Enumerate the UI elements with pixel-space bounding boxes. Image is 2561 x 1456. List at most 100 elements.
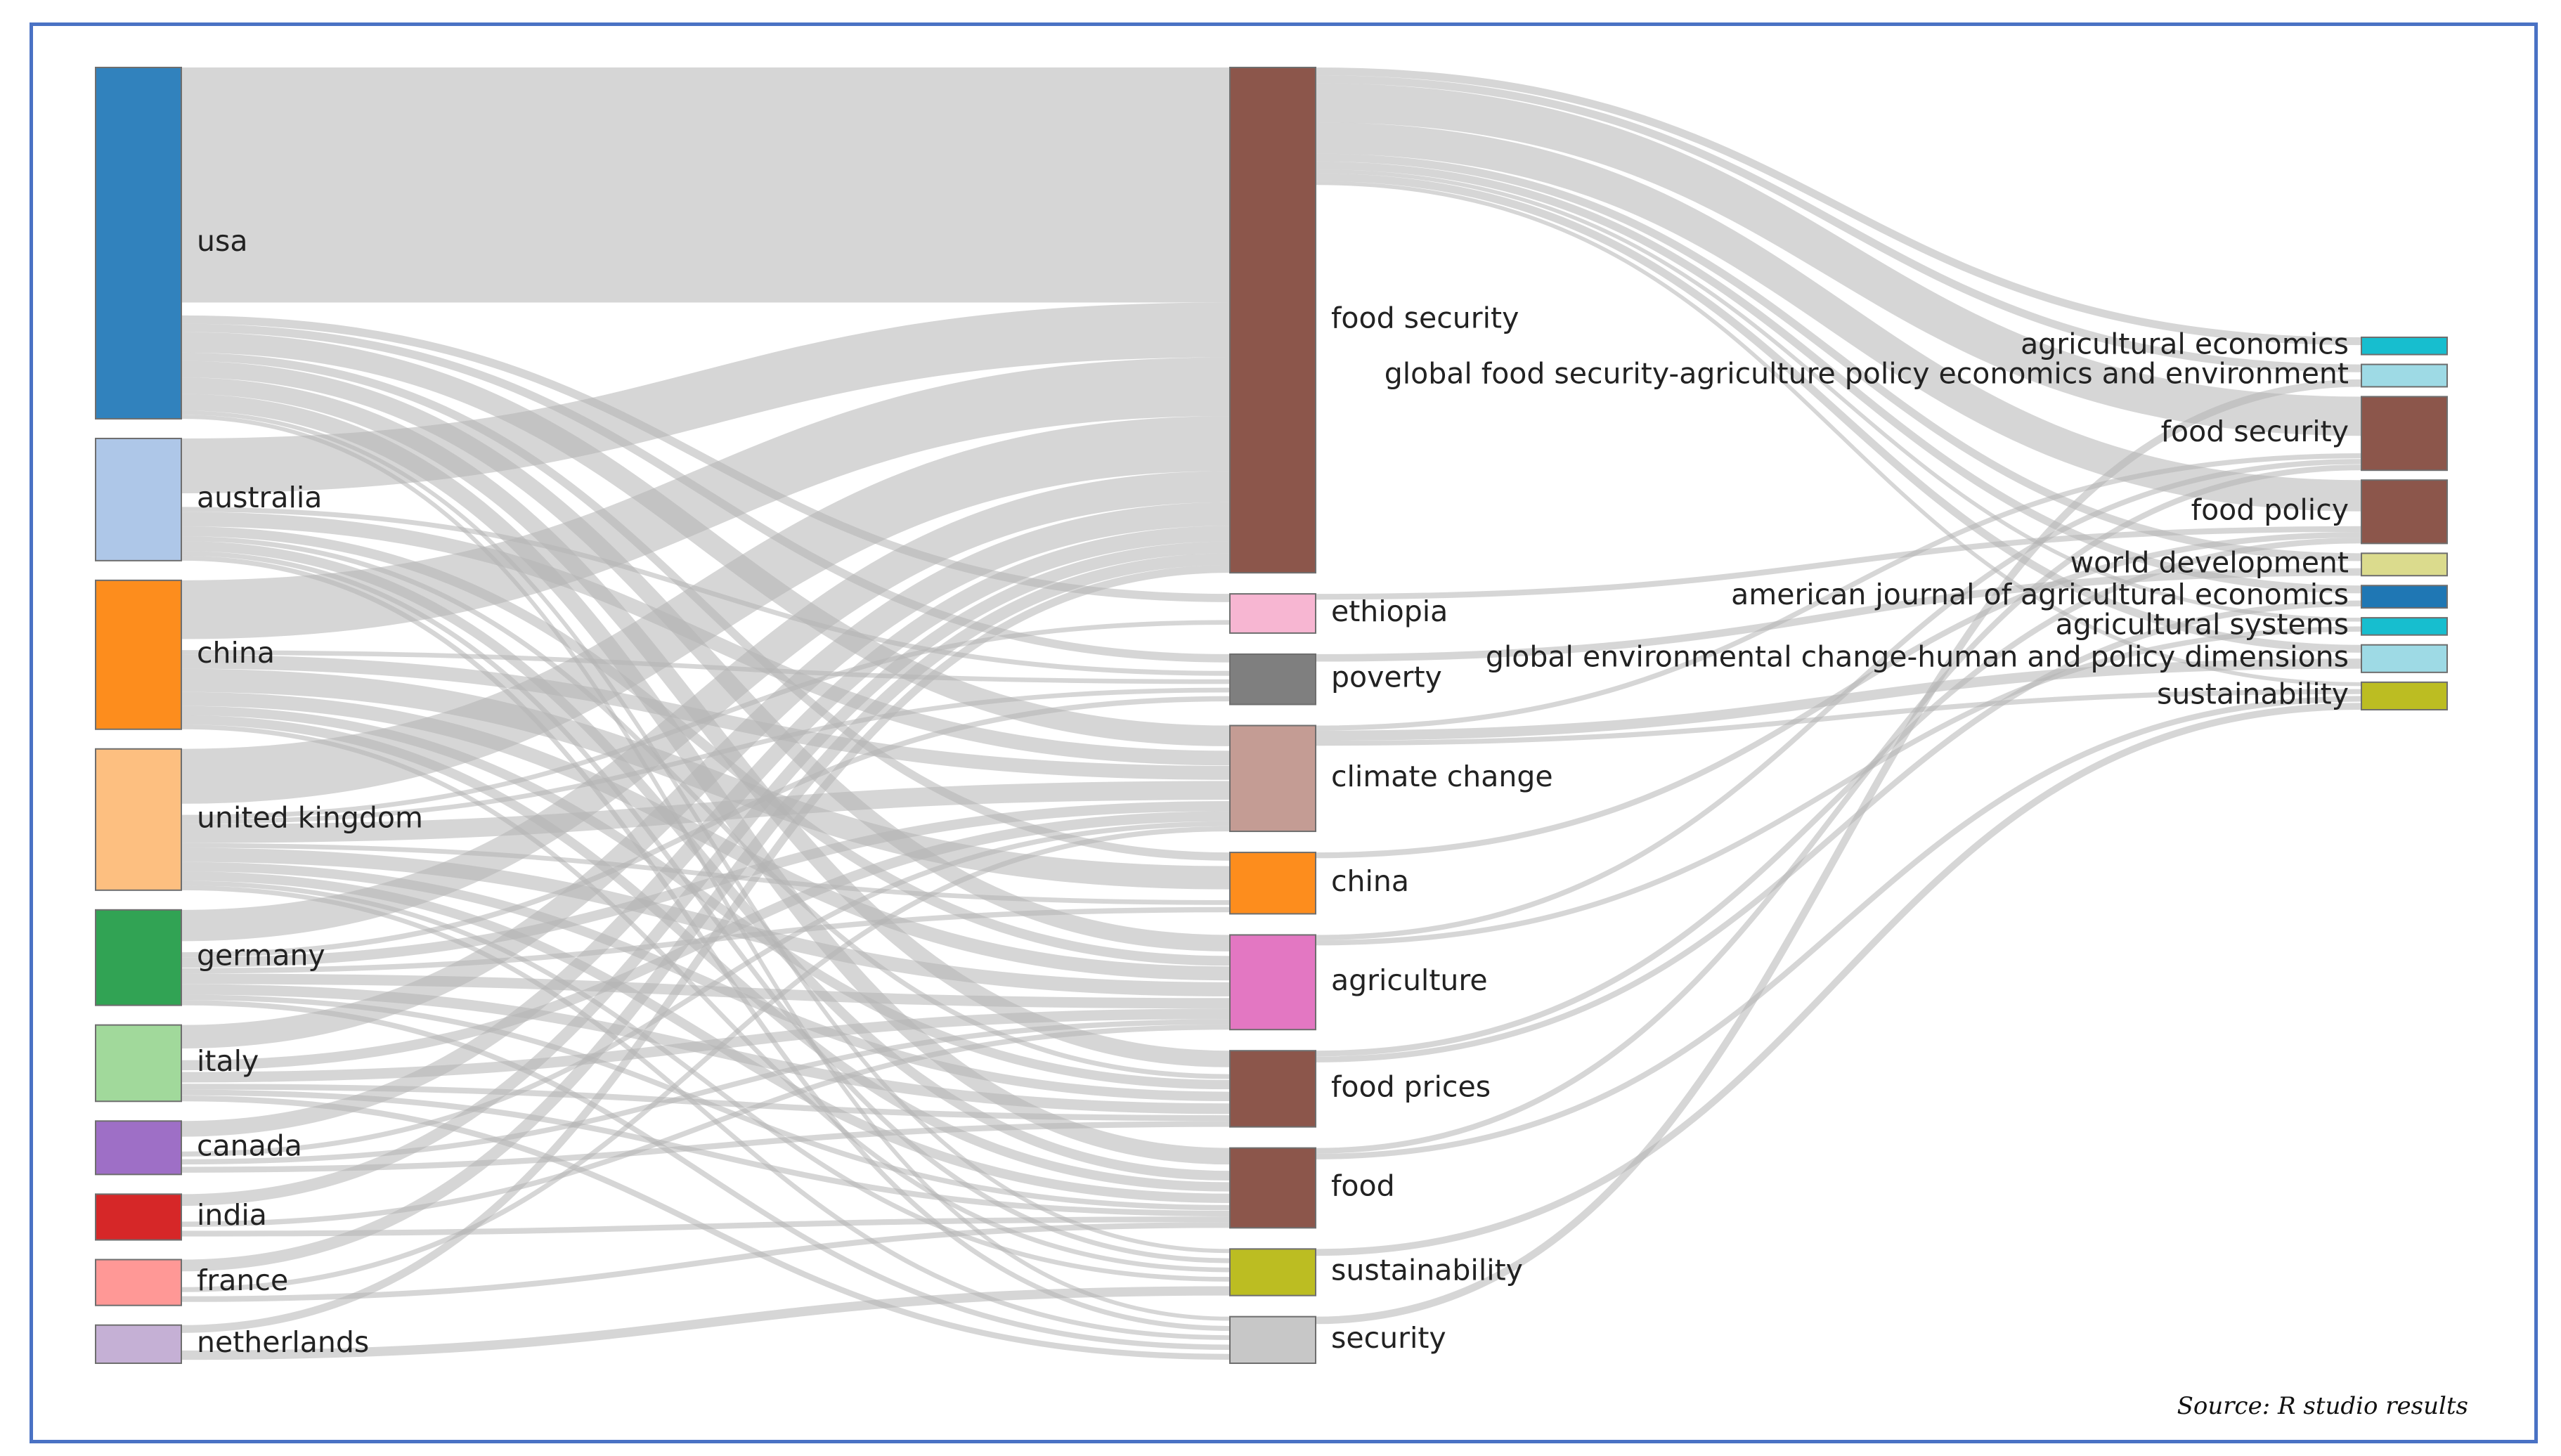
node-journals-gfs_agri xyxy=(2361,363,2448,388)
node-label-keywords-ethiopia: ethiopia xyxy=(1331,594,1448,628)
node-countries-australia xyxy=(95,437,182,561)
flow-food_prices-to-food_policy xyxy=(1315,538,2362,1057)
node-countries-italy xyxy=(95,1024,182,1103)
node-label-keywords-agriculture: agriculture xyxy=(1331,963,1488,997)
flow-italy-to-food_security_k xyxy=(181,502,1231,1049)
node-label-keywords-security: security xyxy=(1331,1321,1446,1355)
node-keywords-sustainability_k xyxy=(1229,1248,1316,1296)
node-journals-agri_econ xyxy=(2361,337,2448,356)
flow-climate_change-to-food_security_j xyxy=(1315,453,2362,731)
flow-food_prices-to-ajae xyxy=(1315,600,2362,1062)
node-countries-netherlands xyxy=(95,1324,182,1364)
flow-canada-to-food_security_k xyxy=(181,526,1231,1137)
node-keywords-china_k xyxy=(1229,852,1316,915)
node-label-countries-india: india xyxy=(197,1198,267,1232)
flow-france-to-food xyxy=(181,1222,1231,1302)
node-keywords-food_security_k xyxy=(1229,67,1316,574)
node-journals-food_policy xyxy=(2361,479,2448,545)
node-keywords-food xyxy=(1229,1147,1316,1229)
node-journals-world_dev xyxy=(2361,552,2448,577)
node-label-keywords-food_prices: food prices xyxy=(1331,1070,1491,1103)
flow-china_c-to-poverty xyxy=(181,650,1231,684)
node-label-keywords-poverty: poverty xyxy=(1331,661,1442,694)
node-label-countries-france: france xyxy=(197,1263,288,1297)
node-journals-ajae xyxy=(2361,585,2448,609)
node-countries-india xyxy=(95,1193,182,1241)
node-countries-uk xyxy=(95,748,182,891)
flow-ethiopia-to-food_policy xyxy=(1315,526,2362,600)
node-countries-germany xyxy=(95,909,182,1006)
flow-uk-to-food_prices xyxy=(181,862,1231,1102)
node-label-countries-canada: canada xyxy=(197,1129,302,1162)
flow-food_security_k-to-agri_econ xyxy=(1315,67,2362,346)
flow-agriculture-to-food_security_j xyxy=(1315,459,2362,940)
flow-usa-to-climate_change xyxy=(181,332,1231,746)
flow-netherlands-to-sustainability_k xyxy=(181,1286,1231,1360)
node-label-countries-usa: usa xyxy=(197,224,247,258)
node-label-countries-germany: germany xyxy=(197,939,325,973)
source-note: Source: R studio results xyxy=(2177,1392,2468,1420)
node-journals-gec xyxy=(2361,644,2448,673)
node-keywords-climate_change xyxy=(1229,724,1316,833)
node-label-journals-gfs_agri: global food security-agriculture policy … xyxy=(1385,357,2349,391)
flow-canada-to-climate_change xyxy=(181,821,1231,1157)
flow-food_security_k-to-food_security_j xyxy=(1315,83,2362,436)
flow-australia-to-agriculture xyxy=(181,526,1231,966)
sankey-nodes xyxy=(95,67,2448,1364)
flow-germany-to-climate_change xyxy=(181,801,1231,968)
flow-food_security_k-to-gec xyxy=(1315,173,2362,653)
node-keywords-ethiopia xyxy=(1229,593,1316,634)
node-label-keywords-food: food xyxy=(1331,1169,1395,1203)
flow-food-to-food_security_j xyxy=(1315,464,2362,1154)
flow-food_security_k-to-agri_systems xyxy=(1315,169,2362,622)
node-label-keywords-food_security_k: food security xyxy=(1331,301,1519,335)
node-countries-china_c xyxy=(95,579,182,730)
node-journals-agri_systems xyxy=(2361,617,2448,636)
node-label-journals-food_policy: food policy xyxy=(2191,493,2349,526)
node-label-journals-sustainability_j: sustainability xyxy=(2157,677,2349,710)
flow-france-to-food_security_k xyxy=(181,553,1231,1272)
flow-climate_change-to-sustainability_j xyxy=(1315,689,2362,746)
flow-uk-to-climate_change xyxy=(181,781,1231,843)
flow-india-to-food xyxy=(181,1216,1231,1237)
node-label-keywords-china_k: china xyxy=(1331,864,1409,898)
node-label-countries-netherlands: netherlands xyxy=(197,1325,369,1359)
flow-food_security_k-to-ajae xyxy=(1315,161,2362,594)
flow-italy-to-climate_change xyxy=(181,811,1231,1071)
node-label-keywords-sustainability_k: sustainability xyxy=(1331,1254,1523,1287)
node-label-countries-australia: australia xyxy=(197,481,322,514)
flow-agriculture-to-agri_systems xyxy=(1315,626,2362,946)
node-keywords-poverty xyxy=(1229,653,1316,706)
flow-food_security_k-to-gfs_agri xyxy=(1315,75,2362,372)
flow-italy-to-agriculture xyxy=(181,1008,1231,1083)
flow-canada-to-food_prices xyxy=(181,1121,1231,1173)
flow-india-to-food_security_k xyxy=(181,541,1231,1207)
node-label-journals-ajae: american journal of agricultural economi… xyxy=(1731,578,2349,611)
flow-germany-to-security xyxy=(181,1000,1231,1351)
flow-poverty-to-world_dev xyxy=(1315,568,2362,662)
node-keywords-food_prices xyxy=(1229,1050,1316,1128)
node-keywords-agriculture xyxy=(1229,934,1316,1031)
flow-security-to-gfs_agri xyxy=(1315,379,2362,1325)
flow-netherlands-to-food_security_k xyxy=(181,564,1231,1333)
flow-uk-to-security xyxy=(181,885,1231,1340)
flow-australia-to-food_security_k xyxy=(181,302,1231,494)
node-label-journals-world_dev: world development xyxy=(2070,545,2349,579)
flow-india-to-agriculture xyxy=(181,1024,1231,1227)
node-label-journals-gec: global environmental change-human and po… xyxy=(1486,639,2349,673)
flow-china_k-to-food_policy xyxy=(1315,531,2362,859)
flow-food-to-sustainability_j xyxy=(1315,696,2362,1159)
node-countries-france xyxy=(95,1259,182,1306)
flow-sustainability_k-to-sustainability_j xyxy=(1315,703,2362,1256)
node-label-journals-agri_systems: agricultural systems xyxy=(2056,607,2349,641)
node-label-journals-agri_econ: agricultural economics xyxy=(2021,327,2349,360)
node-label-countries-italy: italy xyxy=(197,1044,259,1078)
sankey-labels: usa australia china united kingdom germany it… xyxy=(197,224,2349,1359)
flow-china_c-to-food_security_k xyxy=(181,357,1231,639)
flow-usa-to-ethiopia xyxy=(181,315,1231,602)
node-keywords-security xyxy=(1229,1315,1316,1364)
flow-germany-to-food_security_k xyxy=(181,471,1231,942)
node-label-countries-uk: united kingdom xyxy=(197,800,423,834)
node-journals-food_security_j xyxy=(2361,396,2448,472)
flow-food_security_k-to-sustainability_j xyxy=(1315,181,2362,687)
